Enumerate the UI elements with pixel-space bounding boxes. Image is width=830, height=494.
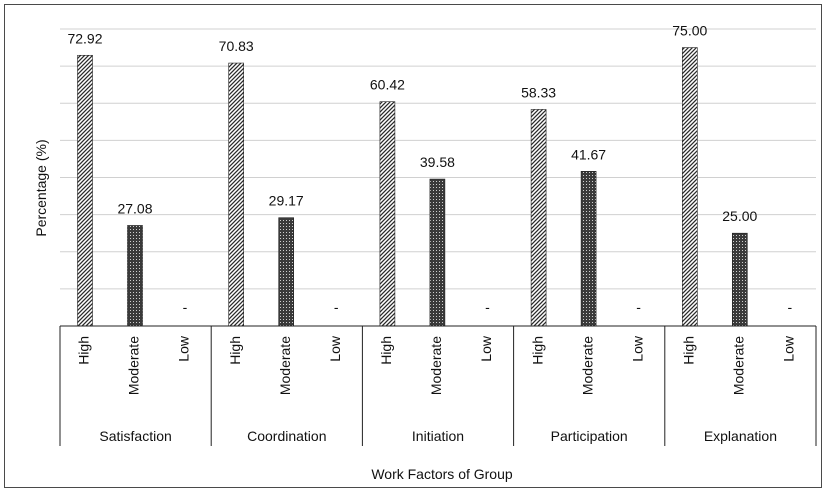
- group-tick-label: Initiation: [412, 428, 464, 444]
- group-tick-label: Participation: [551, 428, 628, 444]
- value-label: 58.33: [521, 84, 556, 100]
- bar-moderate: [127, 225, 143, 327]
- bar-moderate: [278, 217, 295, 327]
- bar-high: [228, 62, 244, 327]
- level-tick-label: Moderate: [277, 336, 293, 395]
- group-tick-label: Coordination: [247, 428, 326, 444]
- y-axis-label: Percentage (%): [33, 139, 49, 236]
- level-tick-label: Moderate: [579, 336, 595, 395]
- level-tick-label: Moderate: [126, 336, 142, 395]
- value-label: -: [183, 299, 188, 315]
- x-axis-label: Work Factors of Group: [371, 466, 513, 482]
- level-tick-label: Moderate: [731, 336, 747, 395]
- level-tick-label: Moderate: [428, 336, 444, 395]
- level-tick-label: Low: [327, 335, 343, 362]
- category-axis: High Moderate Low Satisfaction High Moderate L…: [59, 325, 817, 446]
- level-tick-label: High: [378, 336, 394, 365]
- bar-high: [681, 47, 698, 327]
- level-tick-label: High: [681, 336, 697, 365]
- level-tick-label: High: [76, 336, 92, 365]
- value-labels: 72.92 27.08 - 70.83 29.17 - 60.42 39.58 - 58.33 41…: [67, 23, 792, 315]
- bar-high: [77, 54, 93, 327]
- level-tick-label: High: [227, 336, 243, 365]
- value-label: -: [485, 299, 490, 315]
- value-label: 72.92: [67, 30, 102, 46]
- value-label: -: [636, 299, 641, 315]
- level-tick-label: High: [529, 336, 545, 365]
- group-tick-label: Explanation: [704, 428, 777, 444]
- value-label: 60.42: [370, 77, 405, 93]
- value-label: -: [334, 299, 339, 315]
- value-label: 27.08: [117, 200, 152, 216]
- value-label: 25.00: [722, 208, 757, 224]
- level-tick-label: Low: [781, 335, 797, 362]
- level-tick-label: Low: [478, 335, 494, 362]
- group-tick-label: Satisfaction: [99, 428, 171, 444]
- bar-moderate: [580, 171, 597, 327]
- value-label: 29.17: [269, 193, 304, 209]
- level-tick-label: Low: [629, 335, 645, 362]
- bar-high: [530, 109, 547, 327]
- value-label: -: [787, 299, 792, 315]
- bar-moderate: [731, 232, 748, 327]
- value-label: 41.67: [571, 146, 606, 162]
- bar-high: [379, 101, 396, 327]
- bar-moderate: [429, 178, 446, 327]
- value-label: 39.58: [420, 154, 455, 170]
- value-label: 75.00: [672, 23, 707, 39]
- value-label: 70.83: [219, 38, 254, 54]
- level-tick-label: Low: [176, 335, 192, 362]
- bars: [77, 47, 748, 327]
